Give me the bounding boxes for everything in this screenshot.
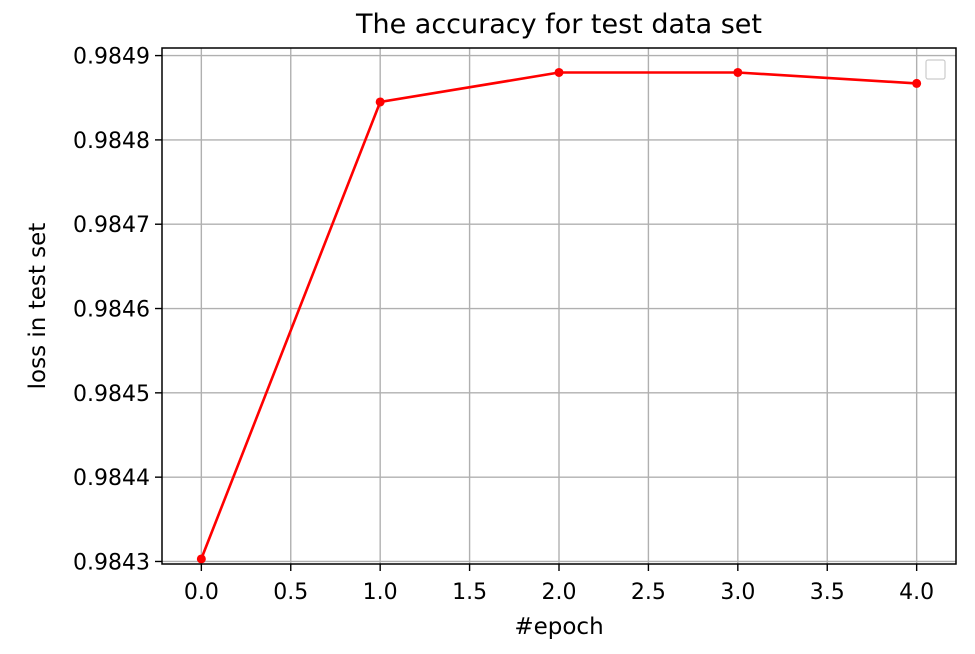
x-tick-label: 0.0 bbox=[184, 580, 219, 605]
x-tick-label: 4.0 bbox=[899, 580, 934, 605]
y-tick-label: 0.9843 bbox=[73, 550, 150, 575]
y-axis-label: loss in test set bbox=[25, 223, 51, 390]
y-tick-label: 0.9844 bbox=[73, 466, 150, 491]
plot-frame bbox=[161, 47, 957, 565]
y-tick-label: 0.9847 bbox=[73, 213, 150, 238]
x-tick-label: 1.5 bbox=[452, 580, 487, 605]
x-tick-label: 3.0 bbox=[720, 580, 755, 605]
y-tick-label: 0.9848 bbox=[73, 129, 150, 154]
y-axis-ticks: 0.9843 0.9844 0.9845 0.9846 0.9847 0.9848 0.98… bbox=[73, 45, 162, 575]
x-tick-label: 2.5 bbox=[631, 580, 666, 605]
chart-title: The accuracy for test data set bbox=[355, 9, 762, 40]
x-axis-label: #epoch bbox=[514, 614, 603, 640]
x-tick-label: 1.0 bbox=[363, 580, 398, 605]
x-tick-label: 2.0 bbox=[542, 580, 577, 605]
x-tick-label: 3.5 bbox=[810, 580, 845, 605]
y-tick-label: 0.9846 bbox=[73, 298, 150, 323]
y-tick-label: 0.9845 bbox=[73, 382, 150, 407]
data-point bbox=[733, 67, 743, 77]
data-point bbox=[375, 97, 385, 107]
data-point bbox=[554, 67, 564, 77]
x-tick-label: 0.5 bbox=[273, 580, 308, 605]
series-layer bbox=[196, 67, 922, 564]
legend-box bbox=[925, 59, 946, 80]
grid-lines bbox=[162, 48, 956, 564]
x-axis-ticks: 0.0 0.5 1.0 1.5 2.0 2.5 3.0 3.5 4.0 bbox=[184, 564, 934, 605]
y-tick-label: 0.9849 bbox=[73, 45, 150, 70]
data-point bbox=[196, 554, 206, 564]
data-point bbox=[912, 78, 922, 88]
